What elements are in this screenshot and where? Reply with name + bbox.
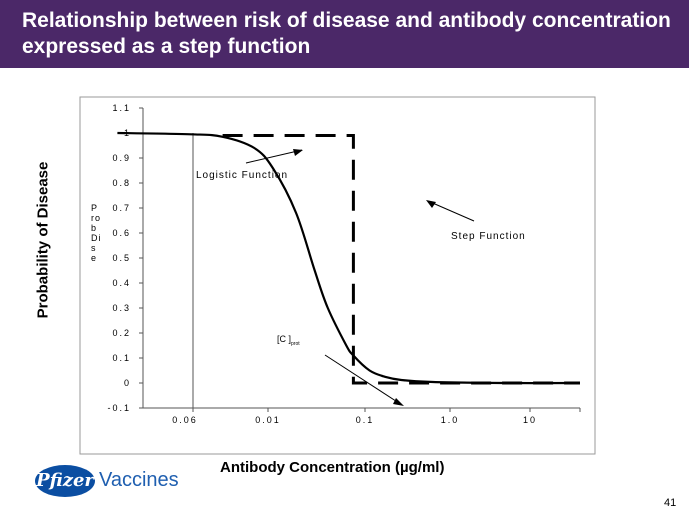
y-tick-label: 1.1: [112, 103, 131, 113]
logistic-function-curve: [117, 131, 581, 385]
x-tick-group: 0.06 0.01 0.1 1.0 10: [172, 408, 581, 425]
pfizer-vaccines-logo: Pfizer Vaccines: [35, 463, 179, 503]
x-tick-label: 0.06: [172, 415, 198, 425]
inner-y-label-fragment: b: [91, 223, 97, 233]
y-tick-label: 0.5: [112, 253, 131, 263]
y-tick-label: 0.9: [112, 153, 131, 163]
logistic-arrowhead: [293, 149, 303, 156]
chart-frame: [79, 96, 596, 455]
inner-y-label-fragment: e: [91, 253, 97, 263]
c-prot-label: [C ]prot: [277, 334, 300, 347]
x-tick-label: 0.1: [356, 415, 375, 425]
y-tick-label: 0.3: [112, 303, 131, 313]
c-prot-arrow-shaft: [324, 354, 403, 406]
y-tick-group: 1.110.90.80.70.60.50.40.30.20.10-0.1: [107, 103, 143, 413]
x-tick-label: 0.01: [255, 415, 281, 425]
step-function-line: [222, 134, 580, 385]
y-tick-label: 0.8: [112, 178, 131, 188]
x-axis-title: Antibody Concentration (µg/ml): [220, 459, 445, 476]
inner-y-label-fragment: Di: [91, 233, 102, 243]
pfizer-logo-oval: Pfizer: [35, 465, 95, 497]
inner-y-label-fragment: P: [91, 203, 98, 213]
page-number: 41: [664, 497, 677, 509]
y-tick-label: 0.1: [112, 353, 131, 363]
c-prot-text: [C ]: [277, 334, 291, 344]
logistic-function-label: Logistic Function: [196, 170, 288, 181]
y-tick-label: 0.4: [112, 278, 131, 288]
title-bar: Relationship between risk of disease and…: [0, 0, 689, 68]
y-tick-label: 0.6: [112, 228, 131, 238]
c-prot-subscript: prot: [291, 341, 300, 347]
step-function-label: Step Function: [451, 231, 526, 242]
y-tick-label: 0.2: [112, 328, 131, 338]
vaccines-wordmark: Vaccines: [99, 469, 179, 491]
c-prot-arrowhead: [393, 398, 404, 406]
slide-title: Relationship between risk of disease and…: [22, 9, 671, 58]
x-tick-label: 1.0: [441, 415, 460, 425]
inner-y-label-fragment: s: [91, 243, 97, 253]
y-axis-title: Probability of Disease: [34, 161, 52, 319]
x-tick-label: 10: [523, 415, 537, 425]
y-tick-label: 0: [124, 378, 131, 388]
y-tick-label: 0.7: [112, 203, 131, 213]
step-arrow-shaft: [427, 200, 475, 222]
step-arrowhead: [426, 200, 436, 208]
inner-y-label-fragment: ro: [91, 213, 101, 223]
logistic-arrow-shaft: [245, 149, 303, 164]
y-tick-label: -0.1: [107, 403, 131, 413]
